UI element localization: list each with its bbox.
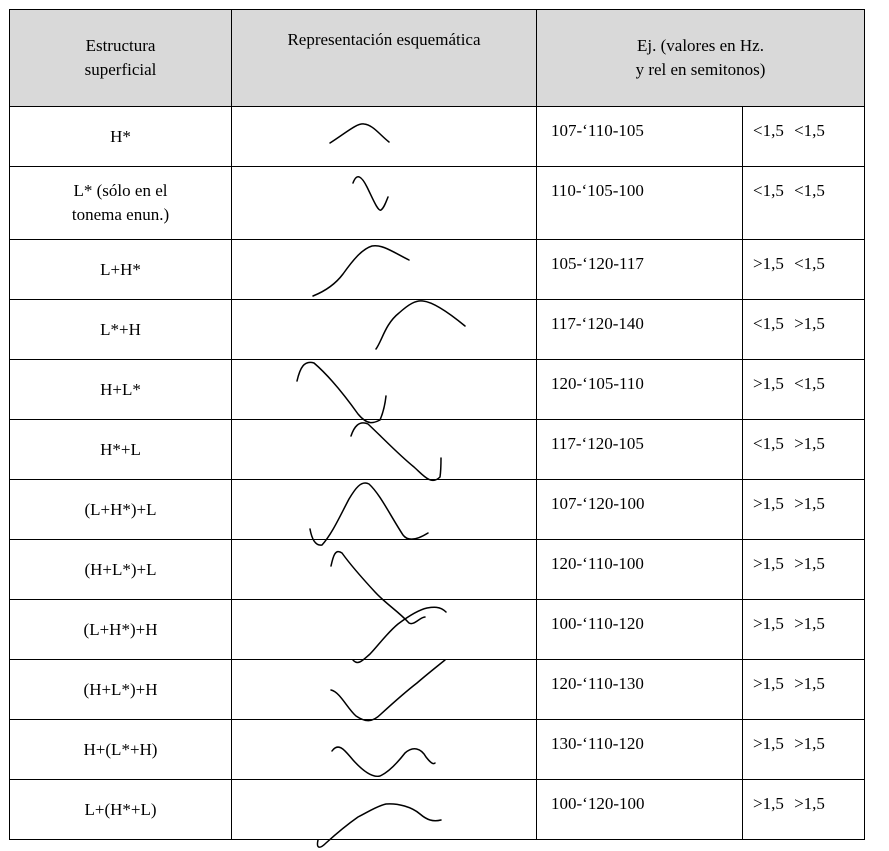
table-row: H+L* 120-‘105-110 >1,5 <1,5	[9, 359, 865, 420]
table-row: (L+H*)+L 107-‘120-100 >1,5 >1,5	[9, 479, 865, 540]
rel-cell: >1,5 >1,5	[742, 479, 865, 540]
rel-cell: <1,5 <1,5	[742, 166, 865, 240]
schematic-cell	[231, 166, 537, 240]
structure-cell: (L+H*)+H	[9, 599, 232, 660]
rel-cell: >1,5 <1,5	[742, 239, 865, 300]
table-row: (H+L*)+H 120-‘110-130 >1,5 >1,5	[9, 659, 865, 720]
example-cell: 107-‘110-105	[536, 106, 743, 167]
schematic-cell	[231, 659, 537, 720]
header-schematic: Representación esquemática	[231, 9, 537, 107]
schematic-cell	[231, 359, 537, 420]
example-cell: 107-‘120-100	[536, 479, 743, 540]
example-cell: 105-‘120-117	[536, 239, 743, 300]
header-structure: Estructura superficial	[9, 9, 232, 107]
schematic-cell	[231, 719, 537, 780]
structure-cell: H*+L	[9, 419, 232, 480]
schematic-cell	[231, 419, 537, 480]
table-row: H*+L 117-‘120-105 <1,5 >1,5	[9, 419, 865, 480]
intonation-table: Estructura superficial Representación es…	[9, 9, 865, 840]
table-header-row: Estructura superficial Representación es…	[9, 9, 865, 107]
rel-cell: <1,5 >1,5	[742, 419, 865, 480]
table-row: L+H* 105-‘120-117 >1,5 <1,5	[9, 239, 865, 300]
header-example: Ej. (valores en Hz. y rel en semitonos)	[536, 9, 865, 107]
schematic-cell	[231, 239, 537, 300]
example-cell: 120-‘110-130	[536, 659, 743, 720]
rel-cell: >1,5 <1,5	[742, 359, 865, 420]
structure-cell: L* (sólo en el tonema enun.)	[9, 166, 232, 240]
rel-cell: >1,5 >1,5	[742, 779, 865, 840]
structure-cell: H+(L*+H)	[9, 719, 232, 780]
structure-cell: (L+H*)+L	[9, 479, 232, 540]
rel-cell: <1,5 >1,5	[742, 299, 865, 360]
rel-cell: >1,5 >1,5	[742, 599, 865, 660]
structure-cell: L+(H*+L)	[9, 779, 232, 840]
table-row: (L+H*)+H 100-‘110-120 >1,5 >1,5	[9, 599, 865, 660]
example-cell: 100-‘110-120	[536, 599, 743, 660]
table-row: H* 107-‘110-105 <1,5 <1,5	[9, 106, 865, 167]
example-cell: 120-‘105-110	[536, 359, 743, 420]
schematic-cell	[231, 779, 537, 840]
structure-cell: (H+L*)+L	[9, 539, 232, 600]
structure-cell: H+L*	[9, 359, 232, 420]
example-cell: 130-‘110-120	[536, 719, 743, 780]
example-cell: 117-‘120-140	[536, 299, 743, 360]
example-cell: 110-‘105-100	[536, 166, 743, 240]
rel-cell: >1,5 >1,5	[742, 659, 865, 720]
example-cell: 117-‘120-105	[536, 419, 743, 480]
structure-cell: (H+L*)+H	[9, 659, 232, 720]
structure-cell: L+H*	[9, 239, 232, 300]
table-row: L+(H*+L) 100-‘120-100 >1,5 >1,5	[9, 779, 865, 840]
schematic-cell	[231, 299, 537, 360]
schematic-cell	[231, 479, 537, 540]
example-cell: 100-‘120-100	[536, 779, 743, 840]
table-row: (H+L*)+L 120-‘110-100 >1,5 >1,5	[9, 539, 865, 600]
table-row: L*+H 117-‘120-140 <1,5 >1,5	[9, 299, 865, 360]
example-cell: 120-‘110-100	[536, 539, 743, 600]
rel-cell: >1,5 >1,5	[742, 539, 865, 600]
rel-cell: <1,5 <1,5	[742, 106, 865, 167]
structure-cell: H*	[9, 106, 232, 167]
structure-cell: L*+H	[9, 299, 232, 360]
schematic-cell	[231, 106, 537, 167]
rel-cell: >1,5 >1,5	[742, 719, 865, 780]
table-row: L* (sólo en el tonema enun.) 110-‘105-10…	[9, 166, 865, 240]
schematic-cell	[231, 539, 537, 600]
table-row: H+(L*+H) 130-‘110-120 >1,5 >1,5	[9, 719, 865, 780]
schematic-cell	[231, 599, 537, 660]
